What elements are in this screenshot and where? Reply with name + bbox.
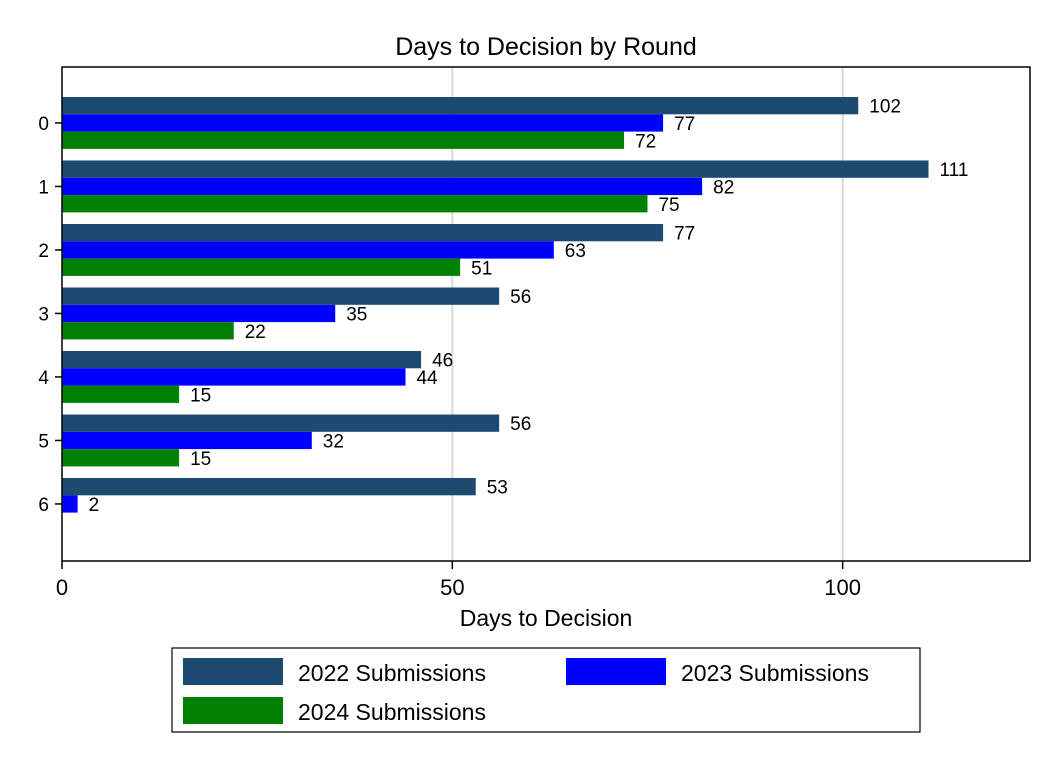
bar bbox=[62, 431, 312, 450]
bar bbox=[62, 160, 929, 178]
legend-swatch bbox=[183, 658, 283, 685]
legend-swatch bbox=[566, 658, 666, 685]
data-label: 72 bbox=[635, 131, 656, 152]
data-label: 15 bbox=[190, 449, 211, 470]
y-tick-label: 3 bbox=[38, 304, 49, 325]
data-label: 51 bbox=[471, 258, 492, 279]
legend-label: 2023 Submissions bbox=[681, 660, 869, 686]
data-label: 111 bbox=[940, 160, 969, 181]
bar bbox=[62, 258, 461, 276]
bar bbox=[62, 287, 500, 305]
bar bbox=[62, 177, 703, 196]
bar bbox=[62, 114, 664, 132]
legend: 2022 Submissions 2023 Submissions 2024 Sub… bbox=[171, 647, 921, 733]
bar bbox=[62, 385, 180, 403]
data-label: 77 bbox=[674, 114, 695, 135]
bar bbox=[62, 322, 234, 340]
bars bbox=[62, 97, 929, 513]
y-tick-label: 2 bbox=[38, 241, 49, 262]
x-axis: 0 50 100 bbox=[56, 561, 861, 600]
y-tick-label: 6 bbox=[38, 495, 49, 516]
bar bbox=[62, 351, 422, 369]
x-tick-label: 100 bbox=[824, 575, 861, 600]
y-axis: 0 1 2 3 4 5 6 bbox=[38, 114, 62, 516]
bar bbox=[62, 97, 859, 115]
data-label: 22 bbox=[245, 322, 266, 343]
bar bbox=[62, 241, 554, 259]
data-label: 35 bbox=[346, 304, 367, 325]
bar bbox=[62, 449, 180, 467]
x-axis-label: Days to Decision bbox=[460, 605, 633, 631]
bar bbox=[62, 131, 625, 149]
bar bbox=[62, 368, 406, 386]
data-label: 15 bbox=[190, 385, 211, 406]
data-label: 53 bbox=[487, 478, 508, 499]
data-label: 44 bbox=[416, 368, 438, 389]
y-tick-label: 4 bbox=[38, 368, 49, 389]
data-label: 56 bbox=[510, 414, 531, 435]
bar bbox=[62, 224, 664, 242]
chart-title: Days to Decision by Round bbox=[395, 33, 697, 61]
data-label: 102 bbox=[869, 97, 901, 118]
data-label: 32 bbox=[323, 431, 344, 452]
legend-frame bbox=[171, 647, 921, 733]
data-label: 46 bbox=[432, 351, 453, 372]
bar bbox=[62, 478, 476, 496]
bar bbox=[62, 304, 336, 323]
y-tick-label: 5 bbox=[38, 431, 49, 452]
data-label: 75 bbox=[658, 195, 679, 216]
legend-label: 2024 Submissions bbox=[298, 699, 486, 725]
data-label: 63 bbox=[565, 241, 586, 262]
x-tick-label: 0 bbox=[56, 575, 68, 600]
data-label: 2 bbox=[89, 495, 100, 516]
data-label: 82 bbox=[713, 177, 734, 198]
bar bbox=[62, 195, 648, 213]
y-tick-label: 1 bbox=[38, 177, 49, 198]
bar bbox=[62, 495, 78, 513]
legend-swatch bbox=[183, 697, 283, 724]
data-label: 77 bbox=[674, 224, 695, 245]
y-tick-label: 0 bbox=[38, 114, 49, 135]
data-label: 56 bbox=[510, 287, 531, 308]
x-tick-label: 50 bbox=[440, 575, 464, 600]
bar bbox=[62, 414, 500, 432]
legend-label: 2022 Submissions bbox=[298, 660, 486, 686]
